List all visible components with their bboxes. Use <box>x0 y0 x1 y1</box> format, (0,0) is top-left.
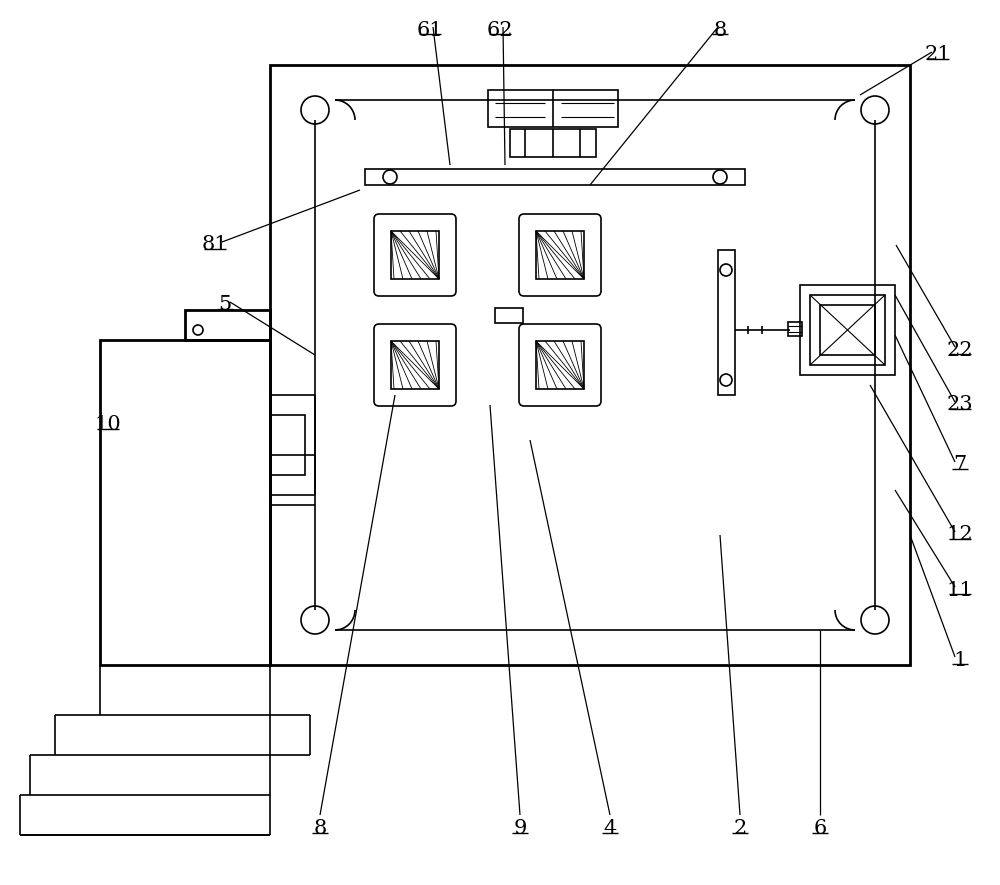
Text: 22: 22 <box>947 341 973 359</box>
Bar <box>820 305 875 355</box>
Bar <box>270 65 910 665</box>
Text: 6: 6 <box>813 820 827 838</box>
Text: 9: 9 <box>513 820 527 838</box>
Text: 2: 2 <box>733 820 747 838</box>
Text: 21: 21 <box>925 45 951 65</box>
Bar <box>365 169 745 185</box>
Text: 1: 1 <box>953 650 967 669</box>
Bar <box>391 231 439 279</box>
Bar <box>800 285 895 375</box>
Text: 23: 23 <box>947 396 973 414</box>
Text: 4: 4 <box>603 820 617 838</box>
Bar <box>391 341 439 389</box>
Text: 12: 12 <box>947 526 973 544</box>
Bar <box>536 231 584 279</box>
Text: 81: 81 <box>202 235 228 255</box>
Bar <box>810 295 885 365</box>
Bar <box>488 90 618 127</box>
Text: 8: 8 <box>313 820 327 838</box>
Text: 62: 62 <box>487 20 513 40</box>
Bar <box>536 341 584 389</box>
Bar <box>788 322 802 336</box>
Text: 11: 11 <box>947 581 973 599</box>
Text: 8: 8 <box>713 20 727 40</box>
Bar <box>100 340 270 665</box>
Bar <box>270 415 305 475</box>
Text: 10: 10 <box>95 415 121 435</box>
Bar <box>495 308 523 323</box>
Text: 61: 61 <box>417 20 443 40</box>
Bar <box>185 310 270 340</box>
Text: 5: 5 <box>218 296 232 314</box>
Bar <box>718 250 735 395</box>
Text: 7: 7 <box>953 456 967 474</box>
Bar <box>510 129 596 157</box>
